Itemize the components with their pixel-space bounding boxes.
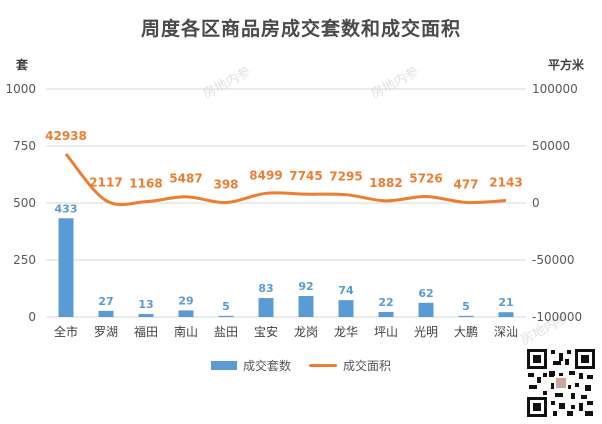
- x-tick-label: 全市: [54, 324, 78, 339]
- line-value-label: 5487: [169, 172, 202, 186]
- y-right-tick-label: -50000: [532, 253, 575, 267]
- y-left-tick-label: 1000: [5, 82, 36, 96]
- right-axis-unit: 平方米: [547, 58, 584, 72]
- bar-value-label: 433: [55, 202, 78, 215]
- series-line: [64, 153, 507, 207]
- line-value-label: 477: [453, 177, 478, 191]
- x-tick-label: 南山: [174, 324, 198, 339]
- x-tick-label: 宝安: [254, 324, 278, 339]
- line-swatch-icon: [309, 364, 337, 367]
- x-tick-label: 龙华: [334, 325, 358, 339]
- bar-value-label: 83: [258, 282, 273, 295]
- y-left-tick-label: 250: [13, 253, 36, 267]
- line-value-label: 1882: [369, 176, 402, 190]
- y-left-tick-label: 500: [13, 196, 36, 210]
- bar-value-label: 74: [338, 284, 354, 297]
- bar-value-label: 62: [418, 287, 433, 300]
- chart-title: 周度各区商品房成交套数和成交面积: [140, 18, 461, 40]
- bar-value-label: 5: [462, 300, 470, 313]
- bar-value-label: 13: [138, 298, 153, 311]
- x-tick-label: 龙岗: [294, 325, 318, 339]
- y-right-tick-label: -100000: [532, 310, 582, 324]
- line-value-label: 5726: [409, 171, 442, 185]
- bar: [98, 310, 114, 317]
- y-right-tick-label: 100000: [532, 82, 578, 96]
- legend: 成交套数 成交面积: [0, 357, 602, 374]
- x-tick-label: 坪山: [374, 325, 398, 339]
- legend-line-label: 成交面积: [343, 359, 392, 373]
- x-tick-label: 福田: [134, 324, 158, 339]
- line-value-label: 8499: [249, 168, 282, 182]
- x-tick-label: 深汕: [494, 325, 518, 339]
- bar-swatch-icon: [210, 361, 237, 370]
- y-right-tick-label: 0: [532, 196, 540, 210]
- bar-value-label: 27: [98, 295, 113, 308]
- x-tick-label: 光明: [414, 325, 438, 339]
- line-value-label: 1168: [129, 177, 162, 191]
- qr-code-icon[interactable]: [525, 347, 597, 419]
- bar: [498, 312, 514, 317]
- bar-value-label: 21: [498, 296, 513, 309]
- legend-bar-label: 成交套数: [242, 359, 291, 373]
- line-value-label: 2117: [89, 176, 122, 190]
- bar: [418, 302, 434, 317]
- bar: [338, 300, 354, 317]
- legend-item-bar[interactable]: 成交套数: [210, 357, 291, 374]
- line-value-label: 42938: [45, 129, 87, 143]
- y-left-tick-label: 750: [13, 139, 36, 153]
- bar: [298, 296, 314, 317]
- x-tick-label: 盐田: [214, 325, 238, 339]
- bar-value-label: 29: [178, 294, 193, 307]
- bar: [58, 218, 74, 317]
- legend-item-line[interactable]: 成交面积: [309, 357, 391, 374]
- line-value-label: 7295: [329, 170, 362, 184]
- y-left-tick-label: 0: [28, 310, 36, 324]
- bar: [458, 315, 474, 317]
- bar: [138, 314, 154, 317]
- bar: [218, 315, 234, 317]
- bar: [378, 311, 394, 317]
- line-value-label: 2143: [489, 176, 522, 190]
- bar-value-label: 92: [298, 280, 313, 293]
- x-tick-label: 罗湖: [94, 324, 118, 339]
- bar: [178, 310, 194, 317]
- bar-value-label: 5: [222, 300, 230, 313]
- bar-value-label: 22: [378, 296, 393, 309]
- left-axis-unit: 套: [16, 58, 29, 72]
- bar: [258, 298, 274, 317]
- line-value-label: 398: [213, 178, 238, 192]
- x-tick-label: 大鹏: [454, 325, 478, 339]
- y-right-tick-label: 50000: [532, 139, 570, 153]
- line-value-label: 7745: [289, 169, 322, 183]
